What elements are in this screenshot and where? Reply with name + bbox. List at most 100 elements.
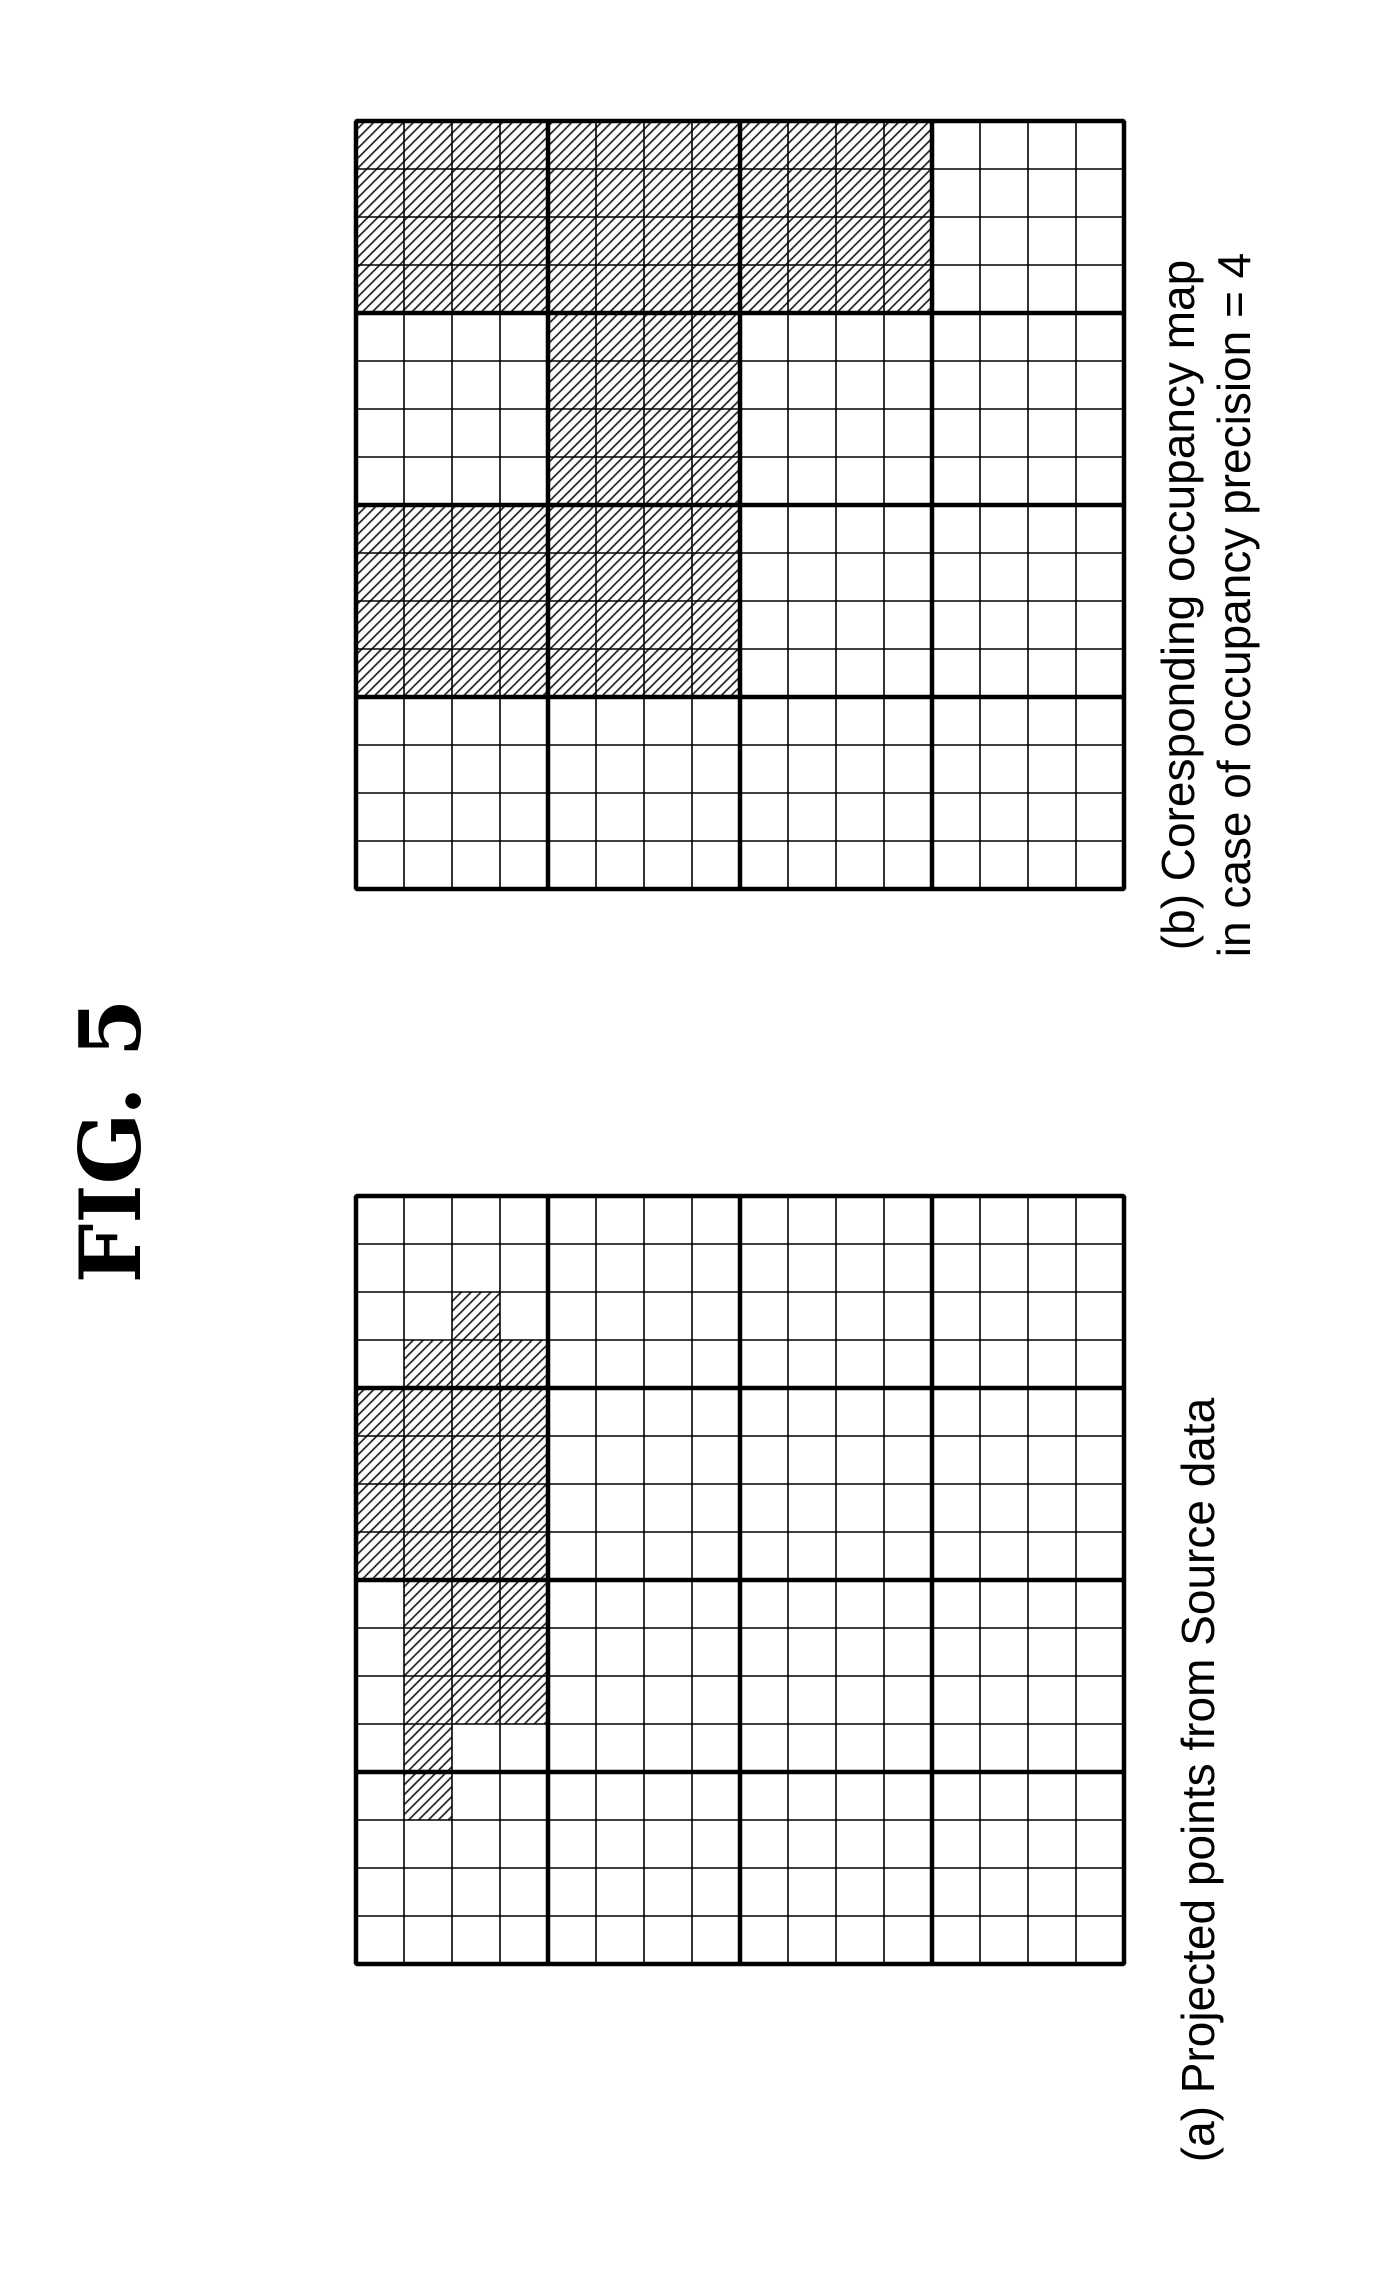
- occupancy-map-occupied-cell: [404, 217, 452, 265]
- figure-title: FIG. 5: [61, 999, 160, 1284]
- occupancy-map-occupied-cell: [644, 409, 692, 457]
- occupancy-map-occupied-cell: [644, 553, 692, 601]
- projected-points-occupied-cell: [452, 1532, 500, 1580]
- occupancy-map-occupied-cell: [356, 121, 404, 169]
- projected-points-occupied-cell: [500, 1532, 548, 1580]
- occupancy-map-occupied-cell: [452, 217, 500, 265]
- projected-points-occupied-cell: [404, 1772, 452, 1820]
- occupancy-map-occupied-cell: [500, 121, 548, 169]
- occupancy-map-occupied-cell: [404, 121, 452, 169]
- projected-points-grid: [356, 1196, 1124, 1964]
- projected-points-occupied-cell: [452, 1388, 500, 1436]
- projected-points-occupied-cell: [356, 1532, 404, 1580]
- panel-a: (a) Projected points from Source data: [356, 1196, 1224, 2162]
- occupancy-map-occupied-cell: [836, 169, 884, 217]
- projected-points-occupied-cell: [404, 1388, 452, 1436]
- projected-points-occupied-cell: [500, 1484, 548, 1532]
- occupancy-map-occupied-cell: [692, 601, 740, 649]
- occupancy-map-occupied-cell: [404, 553, 452, 601]
- occupancy-map-occupied-cell: [692, 121, 740, 169]
- occupancy-map-occupied-cell: [356, 505, 404, 553]
- projected-points-occupied-cell: [500, 1340, 548, 1388]
- panel-b-caption-line1: (b) Coresponding occupancy map: [1152, 260, 1204, 950]
- occupancy-map-occupied-cell: [404, 601, 452, 649]
- occupancy-map-occupied-cell: [404, 169, 452, 217]
- occupancy-map-occupied-cell: [404, 649, 452, 697]
- occupancy-map-occupied-cell: [548, 649, 596, 697]
- occupancy-map-occupied-cell: [452, 553, 500, 601]
- occupancy-map-occupied-cell: [356, 265, 404, 313]
- occupancy-map-occupied-cell: [596, 601, 644, 649]
- occupancy-map-occupied-cell: [692, 409, 740, 457]
- panel-a-caption: (a) Projected points from Source data: [1172, 1397, 1224, 2162]
- projected-points-occupied-cell: [404, 1532, 452, 1580]
- occupancy-map-occupied-cell: [452, 265, 500, 313]
- projected-points-occupied-cell: [404, 1724, 452, 1772]
- occupancy-map-occupied-cell: [500, 505, 548, 553]
- occupancy-map-occupied-cell: [548, 313, 596, 361]
- occupancy-map-occupied-cell: [596, 265, 644, 313]
- occupancy-map-occupied-cell: [596, 361, 644, 409]
- occupancy-map-occupied-cell: [596, 457, 644, 505]
- occupancy-map-occupied-cell: [404, 265, 452, 313]
- occupancy-map-occupied-cell: [548, 505, 596, 553]
- occupancy-map-occupied-cell: [836, 121, 884, 169]
- occupancy-map-occupied-cell: [644, 649, 692, 697]
- projected-points-occupied-cell: [452, 1580, 500, 1628]
- occupancy-map-occupied-cell: [356, 601, 404, 649]
- occupancy-map-occupied-cell: [692, 505, 740, 553]
- occupancy-map-occupied-cell: [740, 121, 788, 169]
- projected-points-occupied-cell: [356, 1436, 404, 1484]
- projected-points-occupied-cell: [452, 1340, 500, 1388]
- projected-points-occupied-cell: [452, 1292, 500, 1340]
- occupancy-map-occupied-cell: [884, 121, 932, 169]
- projected-points-occupied-cell: [452, 1628, 500, 1676]
- occupancy-map-occupied-cell: [788, 217, 836, 265]
- occupancy-map-occupied-cell: [548, 457, 596, 505]
- occupancy-map-occupied-cell: [356, 553, 404, 601]
- occupancy-map-occupied-cell: [452, 649, 500, 697]
- occupancy-map-occupied-cell: [644, 457, 692, 505]
- occupancy-map-occupied-cell: [596, 505, 644, 553]
- projected-points-occupied-cell: [404, 1676, 452, 1724]
- occupancy-map-occupied-cell: [644, 265, 692, 313]
- occupancy-map-occupied-cell: [500, 265, 548, 313]
- occupancy-map-occupied-cell: [548, 409, 596, 457]
- occupancy-map-occupied-cell: [644, 505, 692, 553]
- occupancy-map-occupied-cell: [692, 217, 740, 265]
- occupancy-map-occupied-cell: [884, 265, 932, 313]
- occupancy-map-occupied-cell: [452, 601, 500, 649]
- projected-points-occupied-cell: [356, 1484, 404, 1532]
- projected-points-occupied-cell: [356, 1388, 404, 1436]
- occupancy-map-grid: [356, 121, 1124, 889]
- occupancy-map-occupied-cell: [692, 553, 740, 601]
- occupancy-map-occupied-cell: [548, 265, 596, 313]
- projected-points-occupied-cell: [452, 1676, 500, 1724]
- occupancy-map-occupied-cell: [356, 649, 404, 697]
- occupancy-map-occupied-cell: [596, 217, 644, 265]
- occupancy-map-occupied-cell: [692, 457, 740, 505]
- occupancy-map-occupied-cell: [452, 505, 500, 553]
- projected-points-occupied-cell: [404, 1340, 452, 1388]
- occupancy-map-occupied-cell: [548, 361, 596, 409]
- occupancy-map-occupied-cell: [644, 217, 692, 265]
- occupancy-map-occupied-cell: [548, 217, 596, 265]
- projected-points-occupied-cell: [500, 1580, 548, 1628]
- occupancy-map-occupied-cell: [692, 313, 740, 361]
- occupancy-map-occupied-cell: [596, 169, 644, 217]
- projected-points-occupied-cell: [500, 1388, 548, 1436]
- occupancy-map-occupied-cell: [596, 121, 644, 169]
- projected-points-occupied-cell: [404, 1484, 452, 1532]
- occupancy-map-occupied-cell: [500, 649, 548, 697]
- occupancy-map-occupied-cell: [500, 217, 548, 265]
- occupancy-map-occupied-cell: [692, 169, 740, 217]
- occupancy-map-occupied-cell: [836, 265, 884, 313]
- occupancy-map-occupied-cell: [404, 505, 452, 553]
- panel-b: (b) Coresponding occupancy map in case o…: [356, 121, 1260, 957]
- occupancy-map-occupied-cell: [740, 217, 788, 265]
- occupancy-map-occupied-cell: [548, 121, 596, 169]
- occupancy-map-occupied-cell: [500, 553, 548, 601]
- occupancy-map-occupied-cell: [644, 601, 692, 649]
- projected-points-occupied-cell: [500, 1628, 548, 1676]
- occupancy-map-occupied-cell: [548, 601, 596, 649]
